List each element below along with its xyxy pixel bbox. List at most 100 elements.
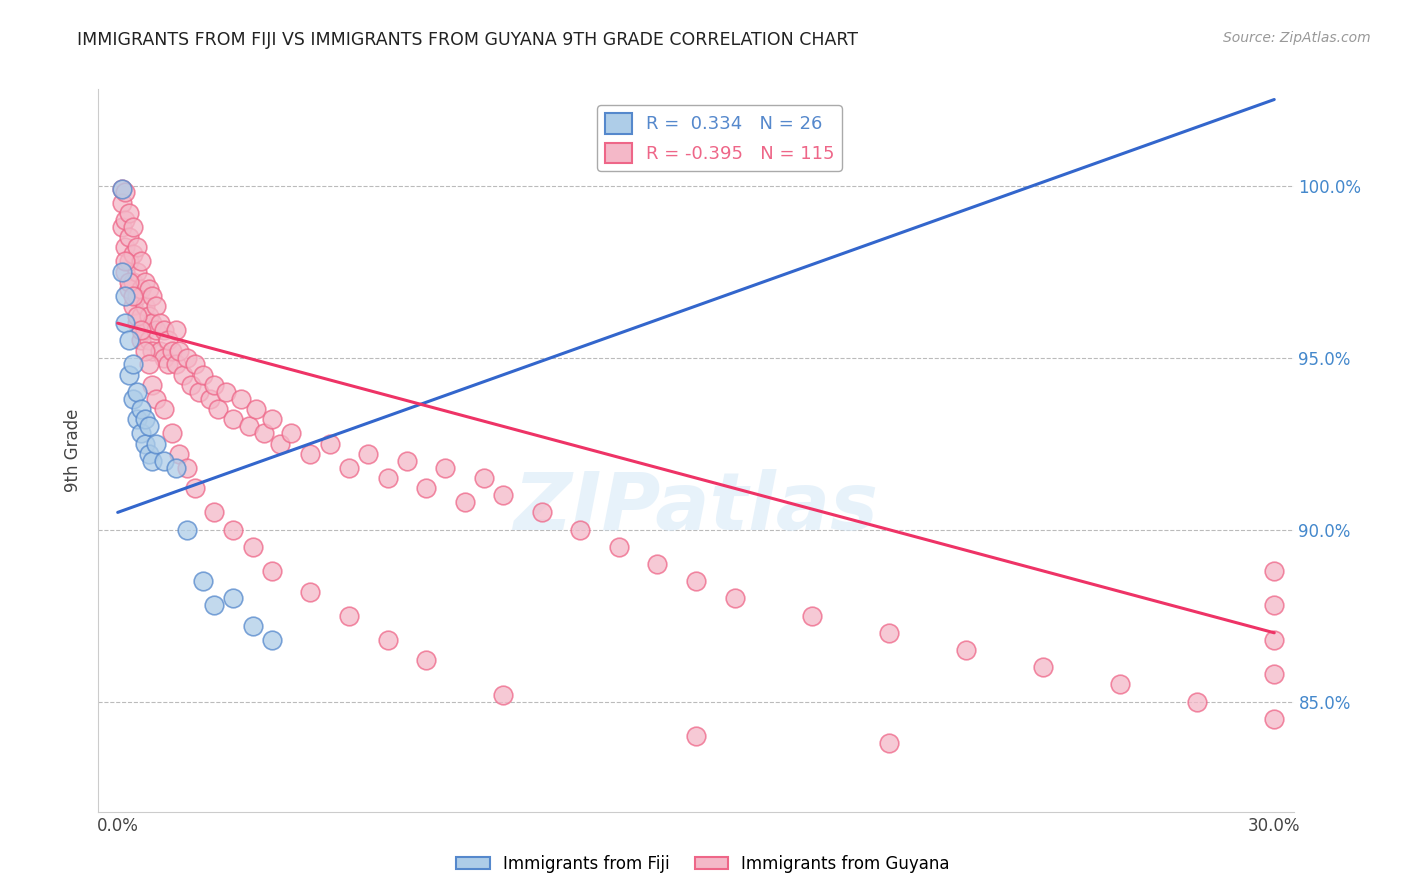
Point (114, 316, 136, 330)
Point (122, 247, 145, 261)
Point (125, 240, 148, 254)
Point (1263, 667, 1285, 681)
Point (114, 288, 136, 302)
Point (122, 219, 145, 234)
Point (110, 195, 132, 210)
Point (1109, 677, 1132, 691)
Point (191, 368, 214, 382)
Point (165, 323, 187, 337)
Point (202, 378, 225, 392)
Point (723, 591, 745, 606)
Point (138, 282, 160, 296)
Point (145, 392, 167, 406)
Y-axis label: 9th Grade: 9th Grade (65, 409, 83, 492)
Point (299, 447, 322, 461)
Point (222, 412, 245, 426)
Point (1185, 695, 1208, 709)
Point (125, 384, 148, 399)
Point (169, 447, 191, 461)
Point (377, 471, 399, 485)
Point (955, 643, 977, 657)
Point (149, 343, 172, 358)
Point (114, 264, 136, 278)
Point (141, 343, 163, 358)
Point (122, 299, 145, 313)
Point (114, 213, 136, 227)
Point (134, 436, 156, 450)
Point (118, 275, 141, 289)
Point (202, 505, 225, 519)
Point (122, 358, 145, 372)
Point (153, 402, 176, 417)
Point (145, 299, 167, 313)
Point (145, 323, 167, 337)
Point (138, 310, 160, 324)
Point (207, 402, 229, 417)
Point (134, 343, 156, 358)
Point (229, 392, 252, 406)
Point (129, 323, 152, 337)
Point (1032, 660, 1054, 674)
Legend: Immigrants from Fiji, Immigrants from Guyana: Immigrants from Fiji, Immigrants from Gu… (450, 848, 956, 880)
Point (176, 523, 198, 537)
Point (114, 186, 136, 200)
Point (357, 447, 380, 461)
Point (110, 219, 132, 234)
Text: ZIPatlas: ZIPatlas (513, 469, 879, 548)
Point (1263, 564, 1285, 578)
Point (238, 419, 260, 434)
Point (125, 316, 148, 330)
Point (129, 282, 152, 296)
Point (110, 264, 132, 278)
Point (260, 632, 283, 647)
Point (685, 729, 707, 743)
Point (138, 447, 160, 461)
Point (118, 282, 141, 296)
Point (260, 564, 283, 578)
Point (492, 688, 515, 702)
Point (141, 288, 163, 302)
Point (125, 412, 148, 426)
Point (377, 632, 399, 647)
Point (214, 384, 236, 399)
Point (607, 540, 630, 554)
Point (141, 454, 163, 468)
Point (134, 275, 156, 289)
Point (122, 392, 145, 406)
Point (141, 316, 163, 330)
Point (129, 254, 152, 268)
Point (129, 310, 152, 324)
Point (434, 460, 457, 475)
Legend: R =  0.334   N = 26, R = -0.395   N = 115: R = 0.334 N = 26, R = -0.395 N = 115 (598, 105, 842, 170)
Point (110, 182, 132, 196)
Point (118, 254, 141, 268)
Point (110, 182, 132, 196)
Point (176, 460, 198, 475)
Point (134, 299, 156, 313)
Point (242, 540, 264, 554)
Point (647, 557, 669, 571)
Point (145, 436, 167, 450)
Point (156, 334, 179, 348)
Point (415, 653, 437, 667)
Text: Source: ZipAtlas.com: Source: ZipAtlas.com (1223, 31, 1371, 45)
Point (685, 574, 707, 589)
Point (118, 230, 141, 244)
Point (134, 412, 156, 426)
Point (187, 384, 209, 399)
Point (125, 288, 148, 302)
Point (877, 736, 900, 750)
Point (160, 426, 183, 441)
Point (141, 378, 163, 392)
Point (269, 436, 291, 450)
Point (245, 402, 267, 417)
Point (165, 460, 187, 475)
Point (180, 378, 202, 392)
Point (184, 481, 207, 495)
Point (125, 310, 148, 324)
Point (800, 608, 823, 623)
Point (129, 402, 152, 417)
Point (176, 351, 198, 365)
Point (222, 591, 245, 606)
Point (319, 436, 342, 450)
